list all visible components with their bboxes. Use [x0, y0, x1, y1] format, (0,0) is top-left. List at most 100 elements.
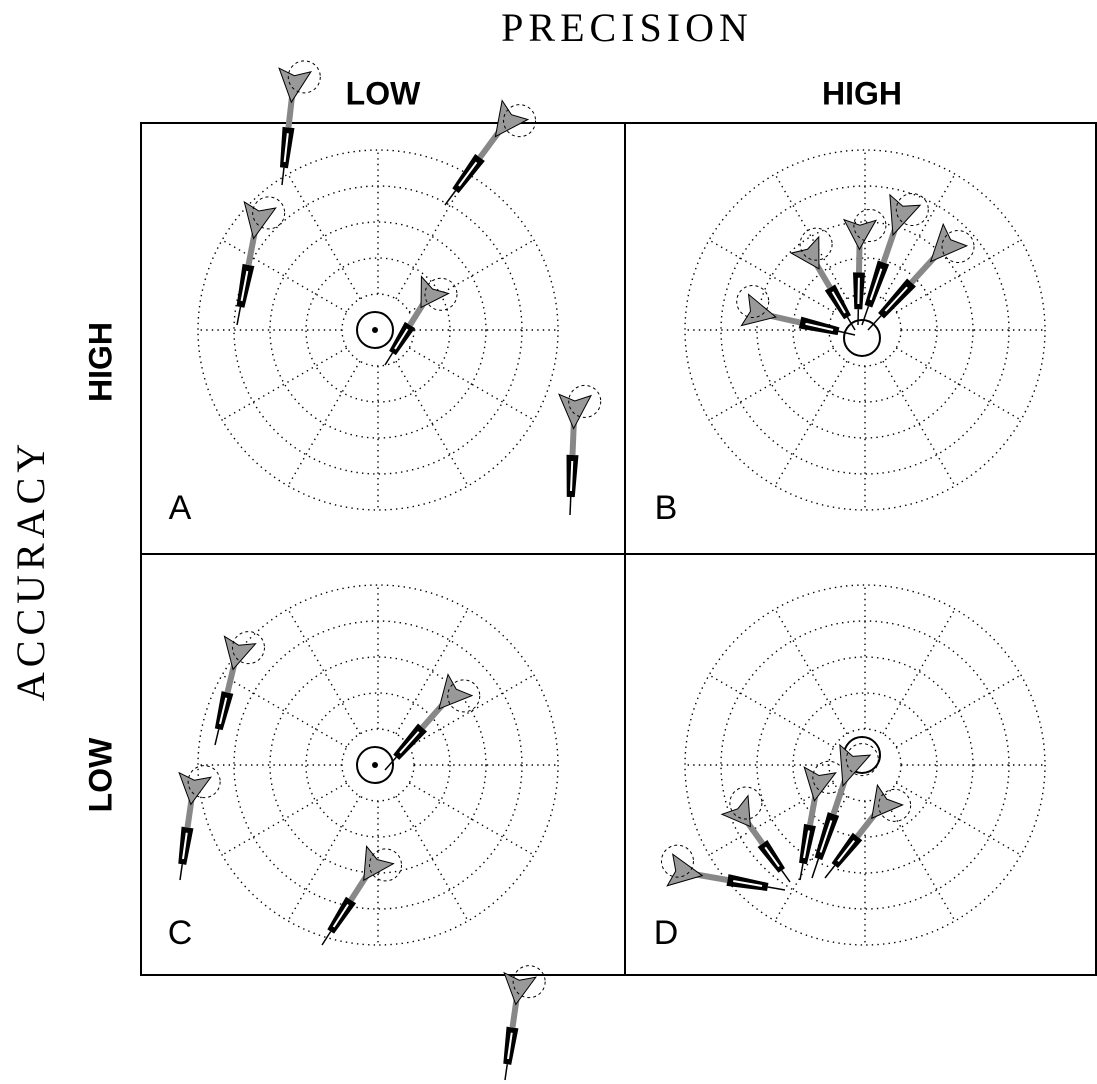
dart-barrel-highlight [805, 322, 834, 331]
dart-flight [789, 235, 820, 270]
board-spoke [287, 173, 361, 300]
dart-barrel-highlight [240, 270, 249, 302]
dart-flight [420, 275, 450, 309]
dart-flight [740, 293, 777, 327]
board-ring [269, 656, 487, 874]
panel-label: C [168, 914, 193, 952]
dart-barrel-highlight [399, 731, 420, 754]
board-ring [684, 584, 1046, 946]
title: PRECISION [501, 5, 753, 50]
panel-label: A [169, 489, 192, 527]
dart-flight [803, 766, 837, 802]
board-spoke [395, 173, 469, 300]
dart-flight-edge [512, 965, 546, 999]
dart-barrel-highlight [332, 903, 349, 928]
frame [140, 122, 1097, 976]
board-ring [684, 149, 1046, 511]
target-dot [372, 327, 378, 333]
artwork [178, 60, 1046, 1081]
column-label: HIGH [822, 75, 902, 111]
board-ring [756, 221, 974, 439]
dart-flight [223, 635, 257, 671]
dart-barrel-highlight [803, 830, 810, 859]
dart-flight [839, 743, 872, 788]
dart-tip [781, 870, 791, 883]
dart-barrel-highlight [819, 820, 833, 853]
dart-barrel-highlight [458, 161, 478, 187]
dart-tip [179, 864, 183, 881]
dart-flight [278, 67, 312, 104]
target-circle [356, 311, 394, 349]
board-ring [233, 185, 523, 475]
board-spoke [882, 608, 956, 735]
dart-flight [243, 200, 277, 240]
dart-barrel-highlight [570, 460, 574, 492]
dart-tip [867, 315, 882, 331]
board-spoke [774, 360, 848, 487]
dart-barrel-highlight [837, 840, 856, 863]
dart-barrel-highlight [507, 1032, 513, 1060]
dart-tip [838, 330, 856, 336]
dart-flight-edge [503, 104, 537, 138]
board-ring [756, 656, 974, 874]
dart-flight-edge [187, 765, 221, 799]
dart-tip [824, 865, 836, 879]
board-ring [197, 584, 559, 946]
panel-label: B [655, 489, 678, 527]
dart-barrel-highlight [283, 133, 289, 163]
dart-barrel-highlight [869, 268, 883, 301]
dart-barrel-highlight [764, 846, 780, 868]
dart-tip [799, 863, 804, 881]
board-ring [305, 692, 451, 838]
dart-flight-edge [568, 384, 602, 418]
dart-tip [444, 190, 457, 206]
dart-tip [811, 858, 820, 879]
dart-flight-edge [231, 631, 265, 665]
dart-barrel-highlight [394, 328, 409, 350]
panel-label: D [654, 914, 679, 952]
board-spoke [221, 674, 348, 748]
dart-flight-edge [424, 277, 458, 311]
board-ring [269, 221, 487, 439]
board-spoke [708, 347, 835, 421]
dart-tip [384, 352, 394, 366]
board-spoke [774, 173, 848, 300]
row-label: LOW [82, 737, 118, 812]
dart-flight [720, 794, 751, 828]
dart-tip [214, 729, 220, 746]
dart-flight-edge [660, 844, 694, 878]
target-dot [372, 762, 378, 768]
dart-tip [321, 931, 332, 946]
board-spoke [287, 360, 361, 487]
dart-flight [494, 99, 530, 138]
board-spoke [287, 608, 361, 735]
dart-flight [842, 218, 878, 251]
dart-flight-edge [845, 743, 879, 777]
board-ring [305, 257, 451, 403]
dart-tip [504, 1064, 508, 1081]
dart-tip [384, 756, 397, 771]
board-ring [720, 620, 1010, 910]
row-title: ACCURACY [8, 439, 53, 701]
dart-barrel-highlight [182, 832, 188, 860]
dart-flight-edge [369, 848, 403, 882]
dart-flight-edge [941, 230, 975, 264]
dart-flight [438, 673, 474, 710]
dart-barrel-highlight [857, 277, 860, 305]
dart-flight-edge [729, 786, 763, 820]
board-spoke [774, 608, 848, 735]
dart-flight [929, 222, 969, 263]
board-ring [720, 185, 1010, 475]
dart-flight-edge [853, 208, 887, 242]
board-ring [233, 620, 523, 910]
dart-flight-edge [447, 679, 481, 713]
board-spoke [408, 674, 535, 748]
dart-tip [569, 496, 572, 516]
board-spoke [708, 674, 835, 748]
dart-flight [558, 393, 593, 430]
dart-barrel-highlight [884, 286, 908, 312]
dart-tip [236, 306, 242, 326]
dart-tip [767, 886, 786, 891]
dart-flight-edge [252, 196, 286, 230]
